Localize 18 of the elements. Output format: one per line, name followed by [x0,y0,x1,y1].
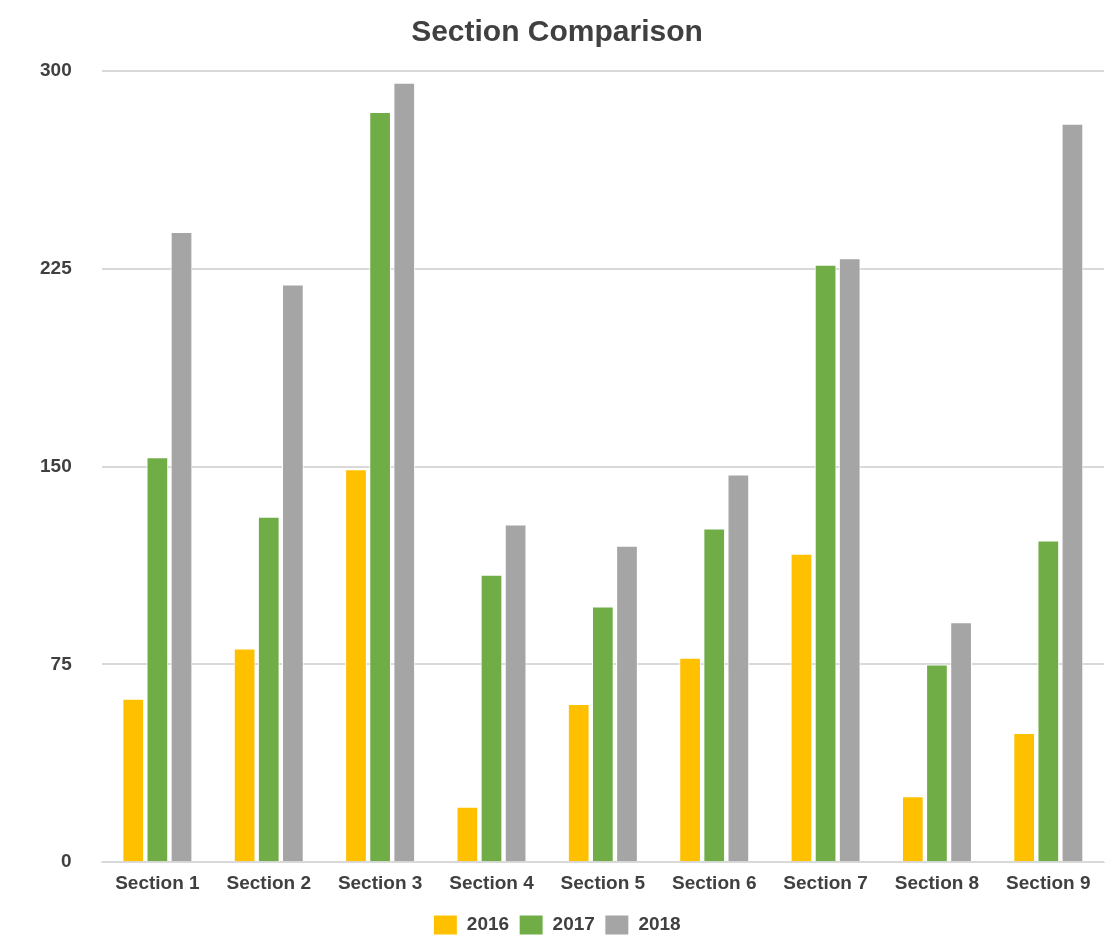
legend-label: 2017 [552,913,595,935]
y-tick-label: 150 [40,454,72,476]
y-tick-label: 300 [40,59,72,81]
y-tick-label: 225 [40,257,73,279]
y-tick-label: 75 [50,652,73,674]
x-tick-label: Section 7 [783,871,868,893]
x-tick-label: Section 9 [1006,871,1091,893]
x-tick-label: Section 2 [226,871,311,893]
x-tick-label: Section 5 [560,871,646,893]
chart-title: Section Comparison [411,14,703,48]
x-tick-label: Section 1 [115,871,201,893]
x-tick-label: Section 8 [894,871,980,893]
legend-label: 2016 [466,913,510,935]
legend-label: 2018 [638,913,681,935]
x-tick-label: Section 6 [671,871,757,893]
x-tick-label: Section 4 [449,871,535,893]
x-tick-label: Section 3 [337,871,423,893]
y-tick-label: 0 [61,850,72,872]
